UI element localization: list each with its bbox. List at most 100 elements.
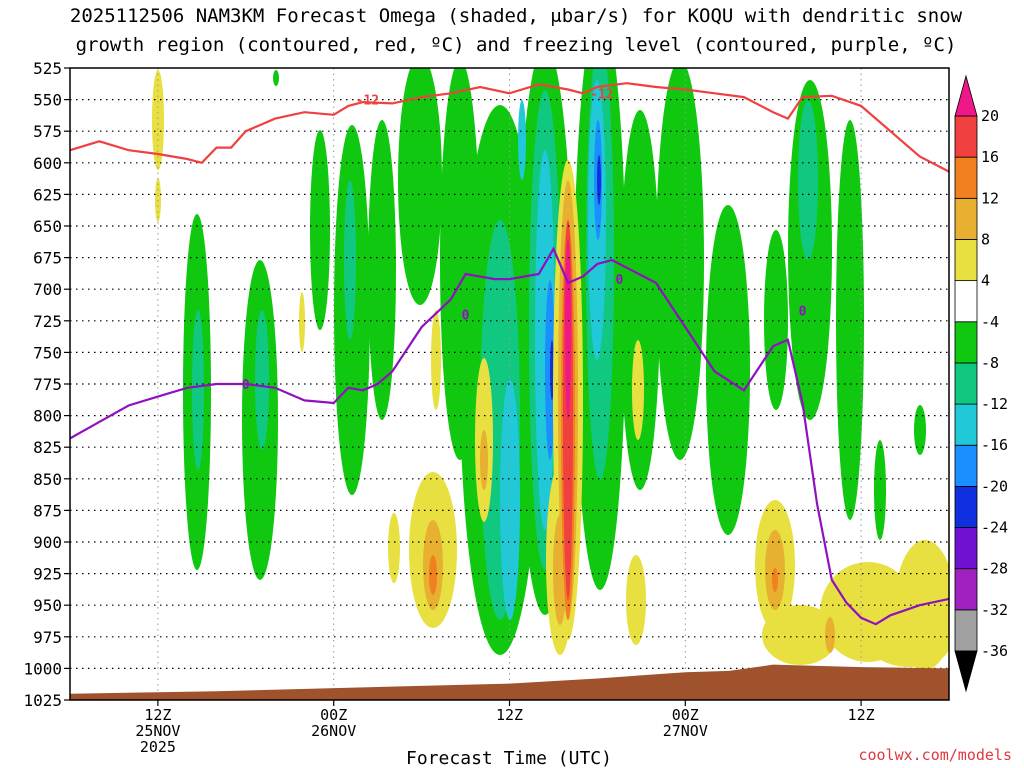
- y-tick-label: 975: [33, 628, 62, 647]
- contour-label: 0: [242, 378, 250, 393]
- omega-ascent-region: [620, 110, 660, 490]
- omega-descent-region: [870, 623, 949, 667]
- omega-moderate-ascent: [255, 310, 269, 450]
- y-tick-label: 925: [33, 565, 62, 584]
- x-tick-label: 25NOV: [135, 722, 180, 740]
- y-tick-label: 725: [33, 312, 62, 331]
- x-tick-label: 00Z: [320, 706, 347, 724]
- colorbar-swatch: [954, 115, 978, 158]
- x-tick-label: 00Z: [672, 706, 699, 724]
- y-tick-label: 600: [33, 154, 62, 173]
- credit-text: coolwx.com/models: [858, 746, 1012, 764]
- colorbar-label: -4: [981, 313, 999, 331]
- contour-label: 0: [799, 305, 807, 320]
- y-tick-label: 900: [33, 533, 62, 552]
- y-tick-label: 950: [33, 596, 62, 615]
- omega-descent-region: [626, 555, 646, 645]
- colorbar-swatch: [954, 156, 978, 199]
- y-tick-label: 525: [33, 59, 62, 78]
- omega-descent-region: [762, 605, 838, 665]
- omega-descent-region: [632, 340, 644, 440]
- omega-descent-region: [299, 292, 305, 352]
- colorbar-label: 16: [981, 148, 999, 166]
- y-tick-label: 550: [33, 91, 62, 110]
- omega-ascent-region: [914, 405, 926, 455]
- omega-shading: [152, 68, 949, 670]
- colorbar-swatch: [954, 568, 978, 611]
- y-tick-label: 650: [33, 217, 62, 236]
- y-tick-label: 825: [33, 438, 62, 457]
- omega-strong-descent: [429, 555, 437, 595]
- contour-labels: -12 -12 0 0 0 0: [242, 87, 807, 393]
- y-tick-label: 775: [33, 375, 62, 394]
- colorbar-label: -36: [981, 642, 1008, 660]
- omega-ascent-region: [368, 120, 396, 420]
- colorbar-max-arrow: [954, 74, 978, 117]
- colorbar-swatch: [954, 362, 978, 405]
- omega-ascent-region: [706, 205, 750, 535]
- contour-label: -12: [590, 87, 613, 102]
- colorbar-label: -32: [981, 601, 1008, 619]
- omega-ascent-region: [398, 68, 442, 305]
- omega-descent-region: [388, 513, 400, 583]
- omega-descent-region: [431, 310, 441, 410]
- omega-extreme-ascent: [550, 340, 554, 400]
- title-line-1: 2025112506 NAM3KM Forecast Omega (shaded…: [70, 5, 963, 27]
- colorbar-label: -8: [981, 354, 999, 372]
- y-tick-label: 875: [33, 501, 62, 520]
- omega-strong-ascent: [518, 100, 526, 180]
- y-tick-label: 575: [33, 122, 62, 141]
- colorbar-label: -24: [981, 519, 1008, 537]
- x-tick-label: 2025: [140, 738, 176, 756]
- omega-extreme-descent: [565, 240, 571, 420]
- omega-ascent-region: [273, 70, 279, 86]
- omega-moderate-ascent: [344, 180, 356, 340]
- contour-label: -12: [356, 94, 379, 109]
- dgz-contour-line: [70, 82, 949, 173]
- y-tick-label: 625: [33, 185, 62, 204]
- contour-label: 0: [615, 273, 623, 288]
- omega-strong-descent: [772, 568, 778, 592]
- colorbar-swatch: [954, 609, 978, 652]
- omega-extreme-ascent: [597, 155, 601, 205]
- omega-ascent-region: [874, 440, 886, 540]
- colorbar-swatch: [954, 197, 978, 240]
- y-tick-label: 850: [33, 470, 62, 489]
- colorbar-swatch: [954, 321, 978, 364]
- y-tick-label: 750: [33, 343, 62, 362]
- y-tick-label: 675: [33, 249, 62, 268]
- x-tick-label: 12Z: [848, 706, 875, 724]
- colorbar-label: -20: [981, 477, 1008, 495]
- colorbar-label: -28: [981, 560, 1008, 578]
- y-tick-label: 1000: [23, 659, 62, 678]
- terrain-fill: [70, 664, 949, 700]
- omega-moderate-descent: [480, 430, 488, 490]
- x-tick-label: 12Z: [496, 706, 523, 724]
- x-axis-title: Forecast Time (UTC): [406, 748, 612, 768]
- x-tick-label: 26NOV: [311, 722, 356, 740]
- omega-strong-ascent: [500, 380, 520, 620]
- omega-ascent-region: [764, 230, 788, 410]
- colorbar-min-arrow: [954, 650, 978, 693]
- colorbar-swatch: [954, 280, 978, 323]
- x-tick-label: 12Z: [144, 706, 171, 724]
- x-tick-label: 27NOV: [663, 722, 708, 740]
- omega-descent-region: [152, 70, 164, 170]
- y-tick-label: 1025: [23, 691, 62, 710]
- colorbar-label: 8: [981, 230, 990, 248]
- omega-moderate-ascent: [798, 100, 818, 260]
- colorbar-swatch: [954, 527, 978, 570]
- colorbar-label: -16: [981, 436, 1008, 454]
- colorbar-label: -12: [981, 395, 1008, 413]
- colorbar-swatch: [954, 239, 978, 282]
- y-tick-label: 700: [33, 280, 62, 299]
- colorbar-swatch: [954, 403, 978, 446]
- omega-ascent-region: [836, 120, 864, 520]
- y-tick-label: 800: [33, 407, 62, 426]
- contour-label: 0: [462, 308, 470, 323]
- omega-ascent-region: [656, 68, 704, 460]
- colorbar-label: 12: [981, 189, 999, 207]
- omega-ascent-region: [310, 130, 330, 330]
